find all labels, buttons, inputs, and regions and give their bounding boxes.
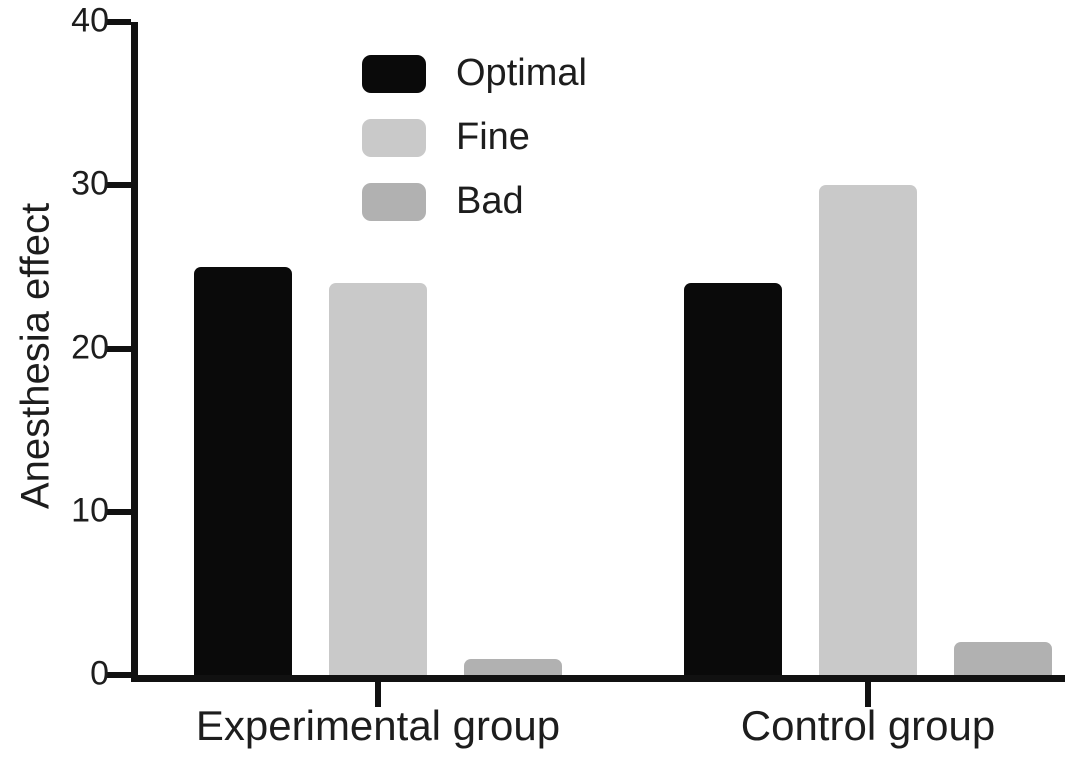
bar-bad-experimental-group (464, 658, 562, 675)
legend: Optimal Fine Bad (362, 52, 587, 244)
x-tick-control-group (865, 682, 871, 707)
x-axis-label-control-group: Control group (740, 702, 996, 749)
legend-item-bad: Bad (362, 180, 587, 223)
legend-swatch-fine (362, 118, 426, 157)
legend-label: Optimal (456, 52, 587, 94)
y-tick-label: 40 (71, 1, 109, 40)
bar-bad-control-group (954, 642, 1052, 675)
y-tick-label: 20 (71, 328, 109, 367)
y-tick-label: 0 (90, 654, 109, 693)
bar-optimal-control-group (684, 283, 782, 675)
y-tick (107, 672, 131, 678)
y-tick (107, 345, 131, 352)
y-tick (107, 19, 131, 25)
x-axis-line (131, 675, 1065, 682)
legend-item-fine: Fine (362, 116, 587, 159)
y-tick-label: 10 (71, 491, 109, 530)
bar-fine-experimental-group (329, 283, 427, 675)
plot-area: Optimal Fine Bad 0 10 20 30 40 Experimental gro… (71, 2, 1065, 749)
y-tick (107, 182, 131, 189)
x-tick-experimental-group (375, 682, 381, 707)
bar-optimal-experimental-group (194, 266, 292, 675)
legend-item-optimal: Optimal (362, 52, 587, 95)
legend-swatch-bad (362, 182, 426, 221)
y-axis-line (131, 22, 138, 682)
legend-label: Bad (456, 180, 524, 222)
y-tick (107, 508, 131, 515)
x-axis-label-experimental-group: Experimental group (195, 702, 561, 749)
legend-swatch-optimal (362, 54, 426, 93)
legend-label: Fine (456, 116, 530, 158)
y-tick-label: 30 (71, 164, 109, 203)
bar-fine-control-group (819, 185, 917, 675)
